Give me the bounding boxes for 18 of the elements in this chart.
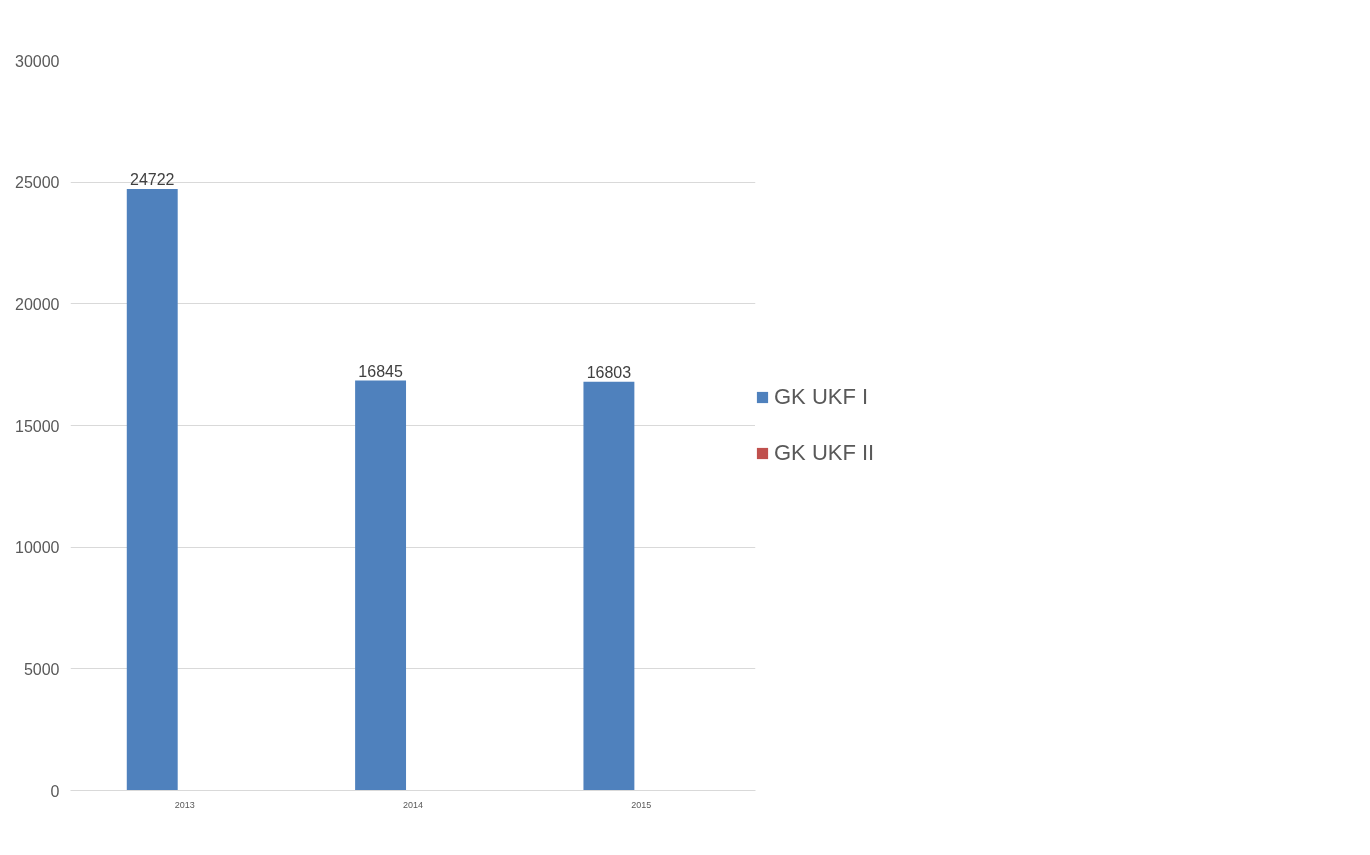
- legend-label: GK UKF I: [774, 384, 869, 410]
- data-label: 16803: [586, 363, 632, 381]
- legend-label: GK UKF II: [774, 440, 875, 466]
- y-tick-label: 20000: [15, 295, 60, 313]
- bar: [126, 188, 178, 791]
- data-label: 16845: [358, 362, 403, 380]
- x-tick-label: 2015: [631, 799, 652, 810]
- bar: [583, 381, 635, 791]
- bar: [355, 380, 407, 791]
- y-tick-label: 25000: [15, 174, 60, 192]
- x-tick-label: 2014: [402, 799, 424, 810]
- data-label: 24722: [130, 170, 175, 188]
- y-tick-label: 10000: [15, 539, 60, 557]
- y-tick-label: 0: [50, 782, 60, 800]
- y-tick-label: 5000: [23, 660, 60, 678]
- y-tick-label: 30000: [15, 52, 60, 70]
- y-tick-label: 15000: [15, 417, 60, 435]
- x-tick-label: 2013: [174, 799, 195, 810]
